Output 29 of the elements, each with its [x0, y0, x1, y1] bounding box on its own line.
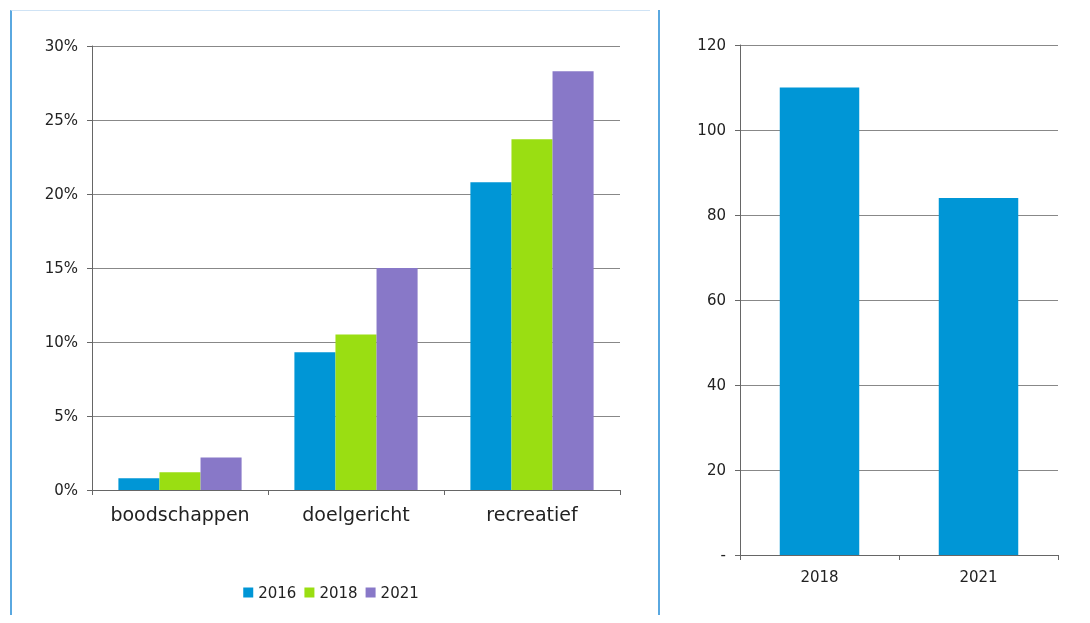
y-tick-label: 15% [44, 259, 78, 277]
y-tick-label: - [720, 546, 726, 564]
y-tick-label: 10% [44, 333, 78, 351]
bar [294, 352, 336, 490]
y-tick-label: 20% [44, 185, 78, 203]
bar [470, 182, 512, 490]
legend-label: 2021 [380, 583, 419, 602]
y-tick-label: 100 [697, 121, 726, 139]
y-tick-label: 30% [44, 37, 78, 55]
bar [200, 457, 242, 490]
legend-label: 2016 [258, 583, 297, 602]
y-tick-label: 0% [54, 481, 78, 499]
legend-label: 2018 [319, 583, 358, 602]
y-tick-label: 40 [706, 376, 726, 394]
bar [159, 472, 201, 490]
bar [511, 139, 553, 490]
y-tick-label: 80 [706, 206, 726, 224]
bar [376, 268, 418, 490]
x-tick-label: boodschappen [110, 502, 250, 525]
y-tick-label: 25% [44, 111, 78, 129]
x-tick-label: doelgericht [302, 502, 410, 525]
x-tick-label: recreatief [486, 502, 579, 525]
y-tick-label: 20 [706, 461, 726, 479]
bar [118, 478, 160, 490]
y-tick-label: 5% [54, 407, 78, 425]
y-tick-label: 60 [706, 291, 726, 309]
bar [335, 334, 377, 490]
bar [552, 71, 594, 490]
y-tick-label: 120 [697, 36, 726, 54]
